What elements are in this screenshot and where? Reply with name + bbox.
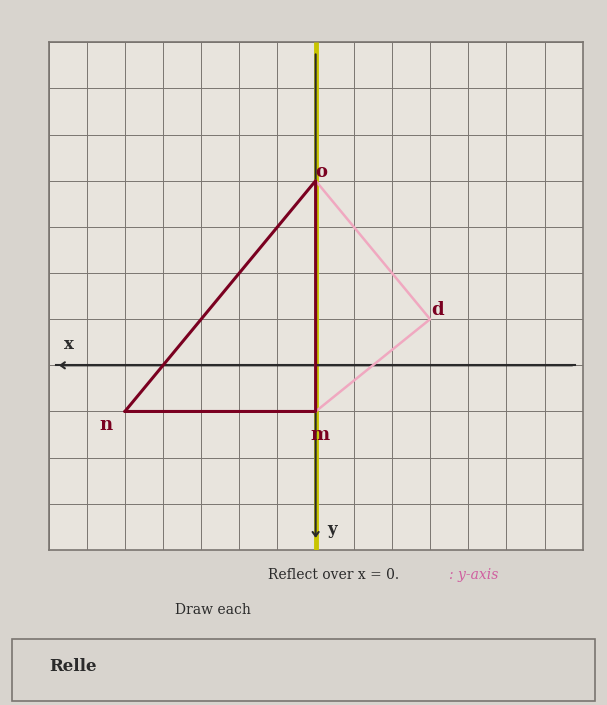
Text: y: y [327,521,337,538]
Text: x: x [64,336,73,353]
Text: m: m [310,426,329,443]
Text: : y-axis: : y-axis [449,568,498,582]
Text: o: o [316,163,327,180]
Text: Draw each: Draw each [175,603,250,617]
Bar [12,639,595,701]
Text: Relle: Relle [49,658,97,675]
Text: Reflect over x = 0.: Reflect over x = 0. [268,568,399,582]
Text: d: d [432,301,444,319]
Text: n: n [99,417,112,434]
